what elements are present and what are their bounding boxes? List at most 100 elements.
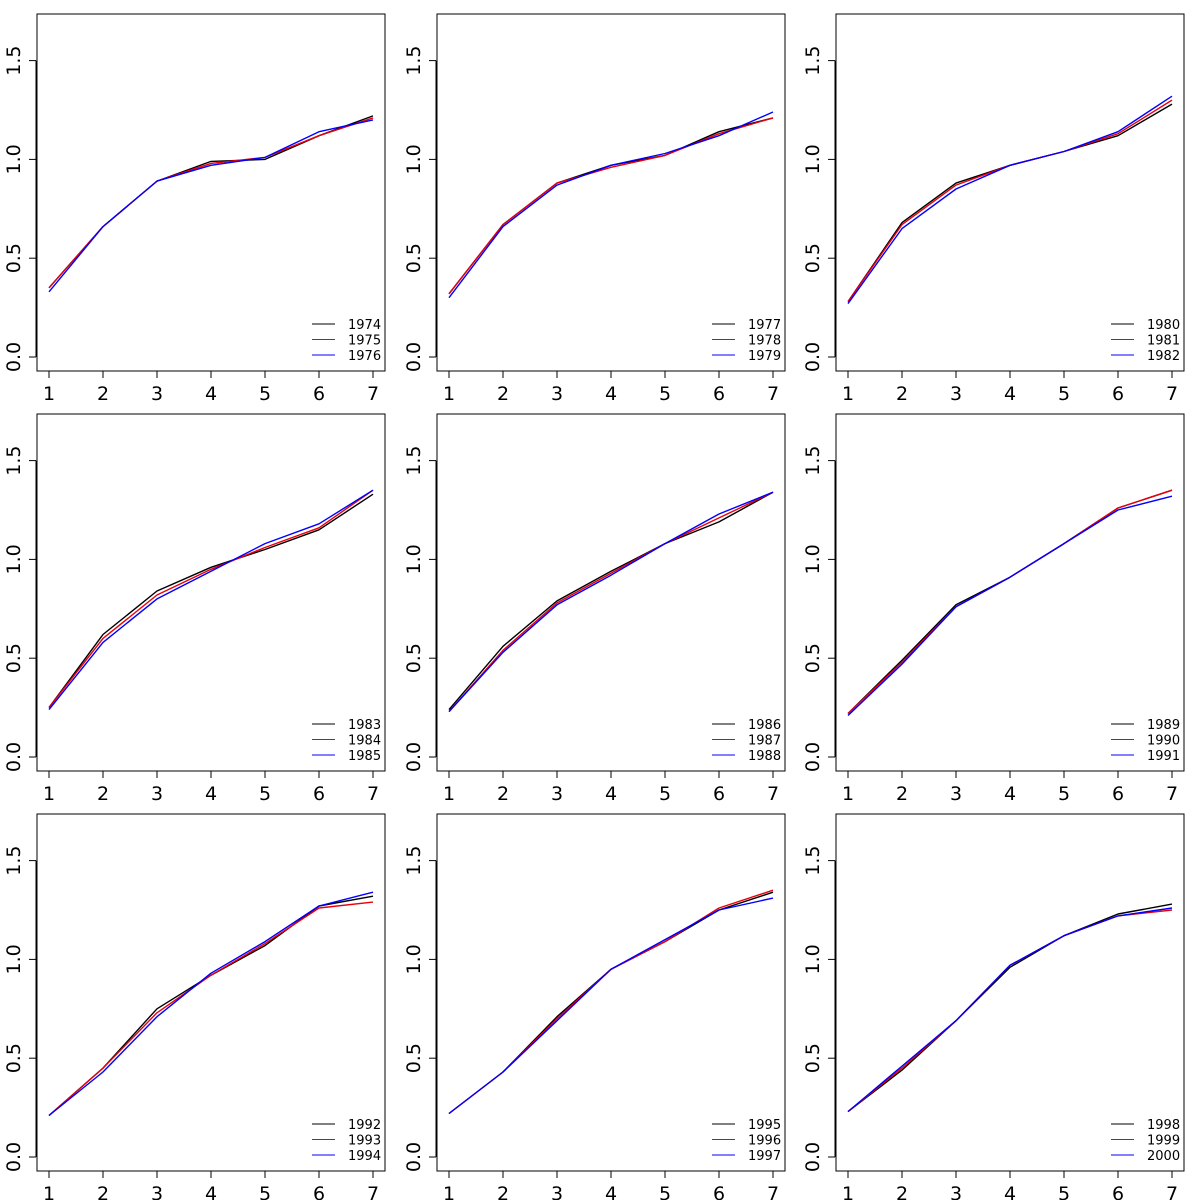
series-line-1975 xyxy=(48,117,374,289)
x-tick-label: 5 xyxy=(259,383,271,405)
x-tick-label: 3 xyxy=(551,1183,563,1200)
x-tick-label: 5 xyxy=(1058,383,1070,405)
y-tick-label: 1.5 xyxy=(802,845,824,875)
legend-label-1986: 1986 xyxy=(748,718,781,733)
series-line-1987 xyxy=(448,491,774,713)
x-tick-label: 5 xyxy=(259,1183,271,1200)
x-tick-label: 3 xyxy=(151,1183,163,1200)
series-line-1977 xyxy=(448,117,774,295)
series-line-1995 xyxy=(448,891,774,1115)
y-tick-label: 1.5 xyxy=(3,45,25,75)
y-tick-label: 0.5 xyxy=(802,643,824,673)
x-tick-label: 2 xyxy=(497,783,509,805)
legend-label-1998: 1998 xyxy=(1147,1118,1180,1133)
y-tick-label: 0.5 xyxy=(3,243,25,273)
y-tick-label: 1.5 xyxy=(403,445,425,475)
x-tick-label: 4 xyxy=(205,1183,217,1200)
legend-label-1985: 1985 xyxy=(348,749,381,764)
x-tick-label: 2 xyxy=(97,783,109,805)
x-tick-label: 2 xyxy=(896,383,908,405)
series-line-1978 xyxy=(448,117,774,295)
x-tick-label: 6 xyxy=(713,783,725,805)
x-tick-label: 2 xyxy=(896,1183,908,1200)
series-line-1980 xyxy=(847,103,1173,303)
legend-label-1994: 1994 xyxy=(348,1149,381,1164)
x-tick-label: 7 xyxy=(367,383,379,405)
legend-label-1977: 1977 xyxy=(748,318,781,333)
legend-label-1976: 1976 xyxy=(348,349,381,364)
y-tick-label: 0.0 xyxy=(3,342,25,372)
series-line-1974 xyxy=(48,115,374,289)
y-tick-label: 1.0 xyxy=(802,944,824,974)
legend-label-1988: 1988 xyxy=(748,749,781,764)
x-tick-label: 1 xyxy=(43,1183,55,1200)
y-tick-label: 0.0 xyxy=(403,742,425,772)
plot-frame xyxy=(36,413,386,772)
legend-label-1990: 1990 xyxy=(1147,734,1180,749)
y-tick-label: 0.0 xyxy=(3,742,25,772)
series-line-1976 xyxy=(48,119,374,293)
x-tick-label: 5 xyxy=(659,1183,671,1200)
x-tick-label: 6 xyxy=(713,1183,725,1200)
y-tick-label: 1.0 xyxy=(802,144,824,174)
x-tick-label: 3 xyxy=(551,783,563,805)
x-tick-label: 3 xyxy=(950,783,962,805)
y-tick-label: 1.5 xyxy=(802,45,824,75)
x-tick-label: 5 xyxy=(1058,1183,1070,1200)
x-tick-label: 7 xyxy=(367,1183,379,1200)
y-tick-label: 1.0 xyxy=(3,944,25,974)
legend-label-1987: 1987 xyxy=(748,734,781,749)
legend-label-1991: 1991 xyxy=(1147,749,1180,764)
series-line-1985 xyxy=(48,489,374,711)
legend-label-1996: 1996 xyxy=(748,1134,781,1149)
y-tick-label: 1.0 xyxy=(3,544,25,574)
x-tick-label: 1 xyxy=(43,783,55,805)
y-tick-label: 1.5 xyxy=(3,845,25,875)
x-tick-label: 3 xyxy=(950,1183,962,1200)
x-tick-label: 1 xyxy=(443,1183,455,1200)
x-tick-label: 3 xyxy=(151,783,163,805)
legend-label-1978: 1978 xyxy=(748,334,781,349)
y-tick-label: 0.5 xyxy=(3,643,25,673)
y-tick-label: 0.0 xyxy=(403,342,425,372)
series-line-1982 xyxy=(847,95,1173,305)
x-tick-label: 5 xyxy=(259,783,271,805)
legend-label-1979: 1979 xyxy=(748,349,781,364)
legend-label-1980: 1980 xyxy=(1147,318,1180,333)
y-tick-label: 0.5 xyxy=(3,1043,25,1073)
series-line-1994 xyxy=(48,891,374,1117)
y-tick-label: 0.5 xyxy=(403,643,425,673)
legend-label-1984: 1984 xyxy=(348,734,381,749)
y-tick-label: 1.0 xyxy=(403,944,425,974)
y-tick-label: 1.5 xyxy=(403,45,425,75)
x-tick-label: 5 xyxy=(1058,783,1070,805)
x-tick-label: 1 xyxy=(443,383,455,405)
x-tick-label: 6 xyxy=(1112,383,1124,405)
y-tick-label: 0.0 xyxy=(802,1142,824,1172)
y-tick-label: 1.0 xyxy=(403,544,425,574)
x-tick-label: 4 xyxy=(1004,1183,1016,1200)
plot-frame xyxy=(436,13,786,372)
series-line-1984 xyxy=(48,489,374,709)
x-tick-label: 6 xyxy=(1112,783,1124,805)
x-tick-label: 4 xyxy=(605,783,617,805)
series-line-1993 xyxy=(48,901,374,1117)
x-tick-label: 4 xyxy=(205,783,217,805)
y-tick-label: 1.5 xyxy=(3,445,25,475)
plot-frame xyxy=(835,13,1185,372)
x-tick-label: 6 xyxy=(1112,1183,1124,1200)
x-tick-label: 1 xyxy=(842,383,854,405)
series-line-1988 xyxy=(448,491,774,713)
x-tick-label: 5 xyxy=(659,783,671,805)
y-tick-label: 1.5 xyxy=(403,845,425,875)
series-line-1990 xyxy=(847,489,1173,715)
y-tick-label: 0.0 xyxy=(802,342,824,372)
y-tick-label: 0.5 xyxy=(802,1043,824,1073)
series-line-1986 xyxy=(448,491,774,711)
